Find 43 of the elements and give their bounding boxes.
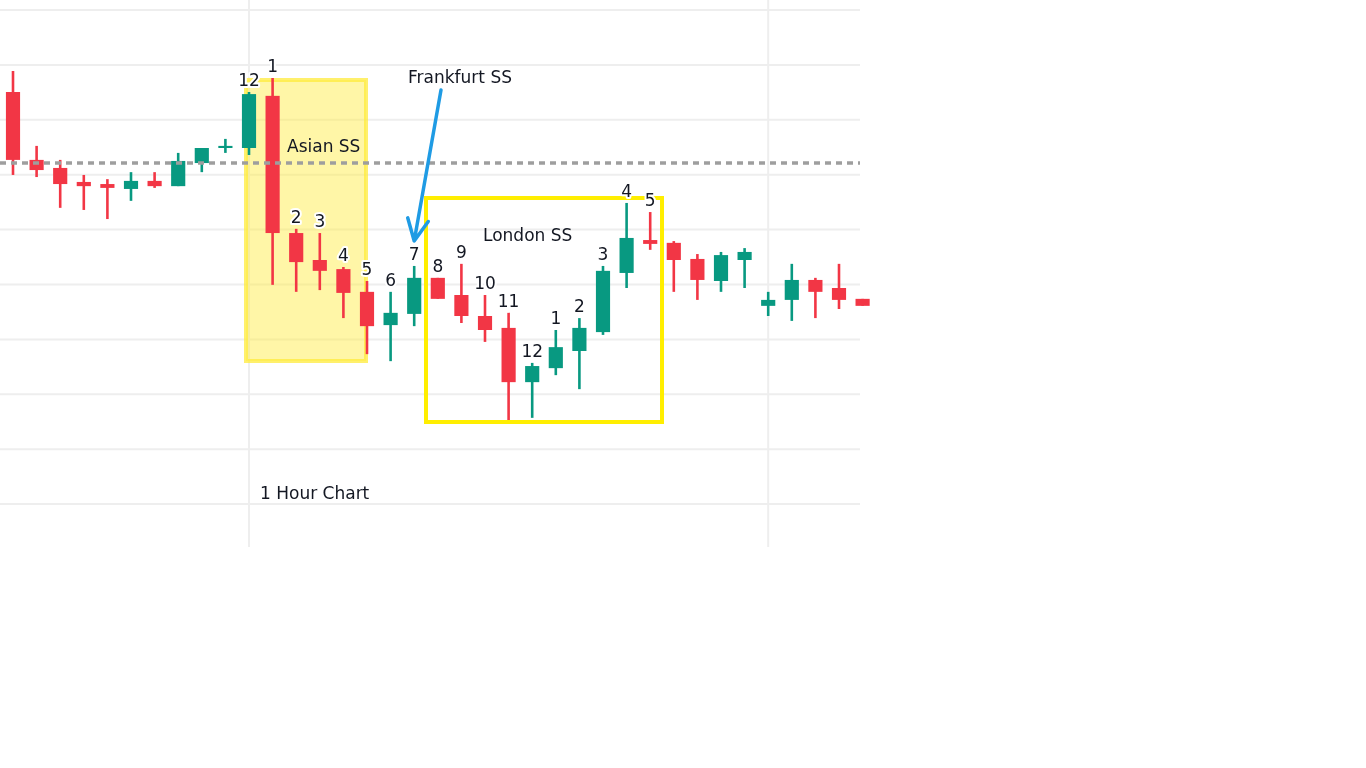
- candlestick: [761, 290, 776, 318]
- x-tick-label: 9: [455, 241, 467, 262]
- candlestick: [336, 265, 351, 320]
- annotation: Frankfurt SS: [408, 67, 512, 87]
- candlestick: [123, 170, 139, 203]
- candlestick: [525, 361, 540, 420]
- candlestick: [53, 158, 68, 210]
- x-tick-label: 1: [550, 308, 562, 328]
- candlestick: [690, 252, 705, 302]
- candlestick: [572, 316, 587, 391]
- x-tick-label: 4: [621, 180, 633, 201]
- candlestick: [383, 290, 398, 363]
- annotation: Asian SS: [287, 136, 361, 156]
- x-tick-label: 12: [238, 70, 260, 90]
- annotation: London SS: [483, 225, 573, 245]
- x-tick-label: 6: [385, 269, 397, 290]
- candlestick: [194, 146, 209, 174]
- x-tick-label: 5: [361, 259, 373, 279]
- candlestick: [218, 137, 233, 155]
- x-tick-label: 1: [267, 56, 279, 76]
- candlestick: [643, 210, 658, 252]
- candlestick: [737, 246, 752, 290]
- candlestick: [100, 177, 115, 221]
- x-tick-label: 12: [521, 340, 544, 361]
- candlestick: [454, 262, 469, 325]
- candlestick: [548, 328, 563, 377]
- candlestick: [312, 231, 327, 292]
- candlestick: [808, 276, 823, 320]
- candlestick: [666, 239, 681, 294]
- candlestick: [784, 262, 799, 323]
- x-tick-label: 4: [337, 245, 349, 265]
- x-tick-label: 2: [290, 206, 302, 227]
- x-tick-label: 10: [474, 273, 496, 293]
- candlestick: [76, 173, 91, 212]
- candlestick: [831, 262, 847, 311]
- x-tick-label: 2: [573, 296, 585, 317]
- x-tick-label: 3: [597, 243, 609, 264]
- x-tick-label: 11: [497, 290, 520, 311]
- x-tick-label: 8: [432, 255, 444, 276]
- candlestick: [477, 293, 493, 344]
- x-tick-label: 7: [408, 243, 420, 264]
- x-tick-label: 3: [314, 211, 326, 232]
- text: 1 Hour Chart: [260, 483, 370, 503]
